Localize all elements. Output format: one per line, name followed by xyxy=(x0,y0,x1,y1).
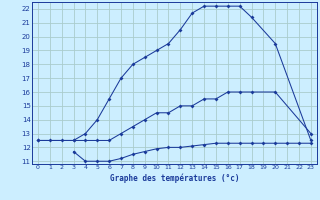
X-axis label: Graphe des températures (°c): Graphe des températures (°c) xyxy=(110,173,239,183)
